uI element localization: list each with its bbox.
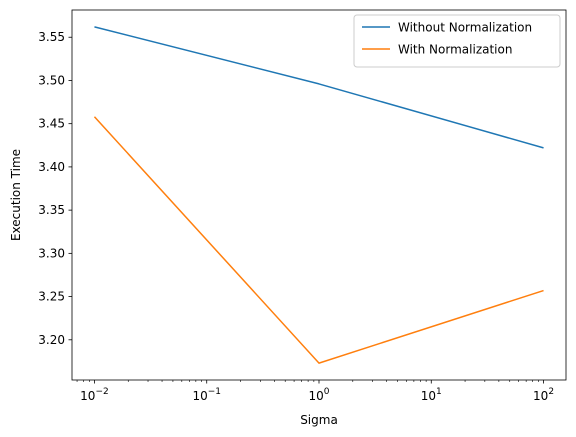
x-tick-label: 10−2: [80, 387, 109, 403]
y-tick-label: 3.40: [38, 160, 65, 174]
y-tick-label: 3.30: [38, 246, 65, 260]
y-tick-label: 3.20: [38, 333, 65, 347]
y-tick-label: 3.25: [38, 290, 65, 304]
legend-label-2: With Normalization: [398, 43, 512, 57]
x-tick-label: 100: [308, 387, 329, 403]
y-tick-label: 3.50: [38, 73, 65, 87]
y-tick-label: 3.45: [38, 117, 65, 131]
plot-area: [93, 26, 544, 364]
x-tick-label: 102: [533, 387, 554, 403]
series-line-2: [93, 116, 544, 364]
y-tick-label: 3.35: [38, 203, 65, 217]
plot-frame: [71, 9, 567, 381]
series-line-1: [94, 26, 544, 149]
x-axis: 10−2 10−1 100 101 102: [76, 380, 554, 403]
legend-box: [353, 14, 561, 68]
y-tick-label: 3.55: [38, 30, 65, 44]
x-tick-label: 101: [421, 387, 442, 403]
x-axis-label: Sigma: [300, 413, 338, 427]
y-axis-label: Execution Time: [9, 149, 23, 241]
legend-label-1: Without Normalization: [398, 21, 532, 35]
x-tick-label: 10−1: [192, 387, 221, 403]
y-axis: 3.20 3.25 3.30 3.35 3.40 3.45 3.50 3.55: [38, 30, 72, 347]
legend: Without Normalization With Normalization: [353, 14, 561, 68]
